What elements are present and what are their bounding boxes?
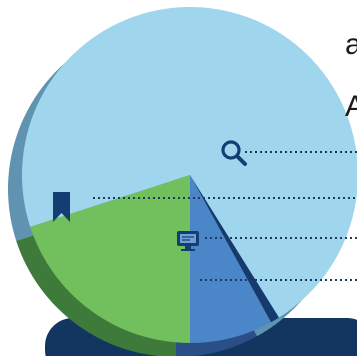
pie-accent-sliver [190,175,280,323]
pie-slice-1 [22,7,357,318]
pie-slice-2 [190,175,271,343]
search-icon [221,140,247,166]
title-fragment-a: a [345,28,357,61]
pie-slice-3 [30,175,191,343]
title-fragment-b: A [345,90,357,123]
leader-lines [93,151,357,281]
monitor-icon [177,231,199,251]
bookmark-icon [53,192,70,222]
pie-slices [22,7,357,343]
slice-icons [53,140,247,251]
